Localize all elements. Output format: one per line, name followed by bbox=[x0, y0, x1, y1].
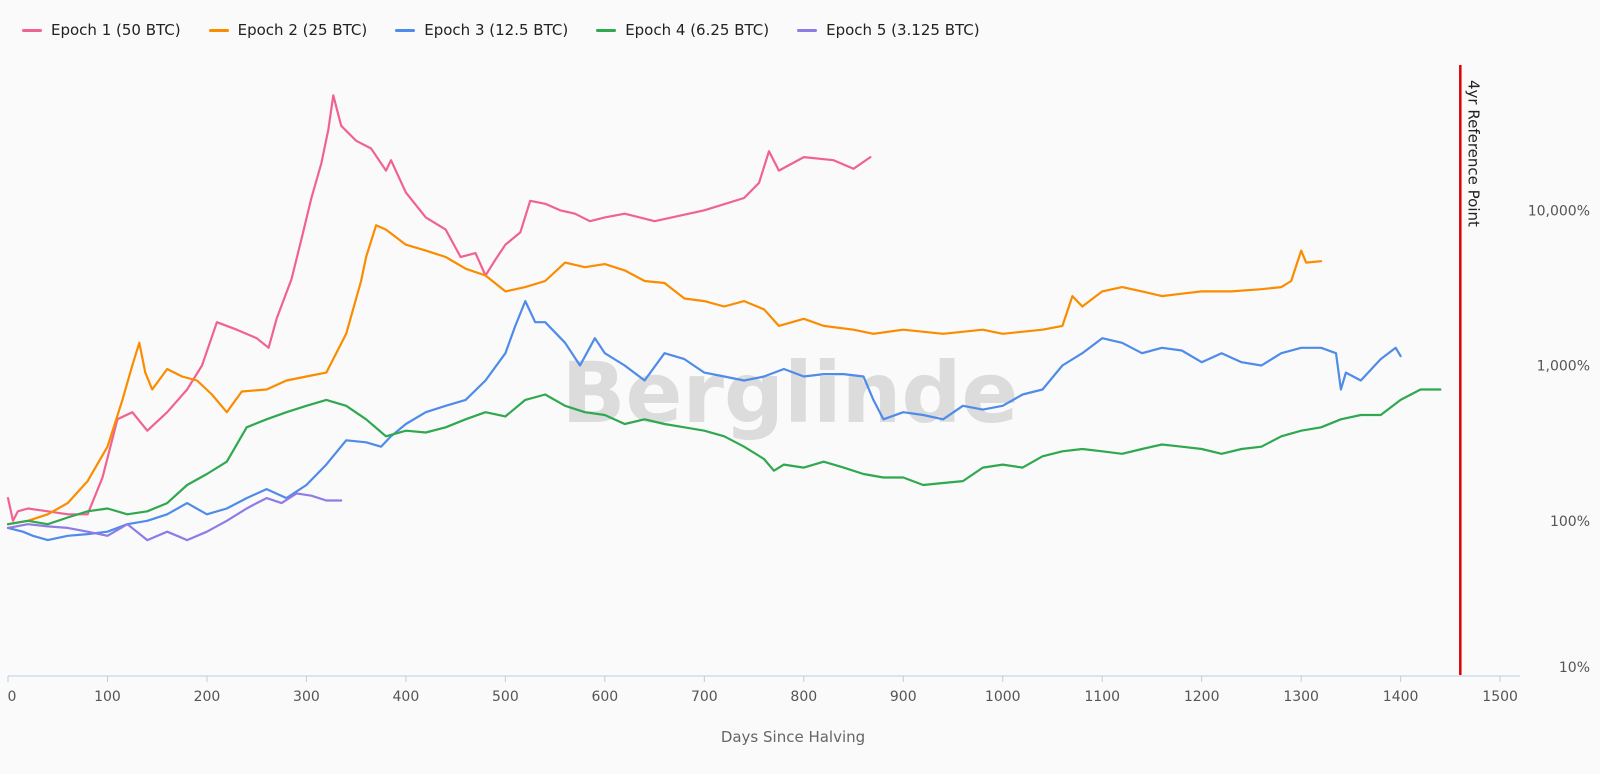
chart-legend: Epoch 1 (50 BTC) Epoch 2 (25 BTC) Epoch 3 … bbox=[0, 16, 986, 44]
x-tick-label: 900 bbox=[890, 689, 917, 705]
y-tick-label: 1,000% bbox=[1537, 359, 1590, 375]
x-axis-ticks: 0 100 200 300 400 500 600 700 800 900 1000 1100 1200… bbox=[7, 676, 1518, 705]
reference-line-label: 4yr Reference Point bbox=[1464, 80, 1482, 227]
x-tick-label: 400 bbox=[393, 689, 420, 705]
x-tick-label: 1200 bbox=[1184, 689, 1220, 705]
x-tick-label: 1000 bbox=[985, 689, 1021, 705]
legend-item[interactable]: Epoch 3 (12.5 BTC) bbox=[395, 21, 568, 39]
y-axis-ticks: 10% 100% 1,000% 10,000% bbox=[1528, 203, 1590, 676]
x-tick-label: 0 bbox=[8, 689, 17, 705]
legend-swatch bbox=[395, 28, 416, 32]
x-tick-label: 1100 bbox=[1084, 689, 1120, 705]
x-axis-title: Days Since Halving bbox=[721, 728, 865, 746]
series-line-epoch-2 bbox=[6, 224, 1323, 526]
x-tick-label: 1400 bbox=[1383, 689, 1419, 705]
y-tick-label: 100% bbox=[1550, 514, 1590, 530]
legend-label: Epoch 2 (25 BTC) bbox=[237, 21, 368, 39]
legend-item[interactable]: Epoch 4 (6.25 BTC) bbox=[596, 21, 769, 39]
x-tick-label: 1500 bbox=[1482, 689, 1518, 705]
x-tick-label: 800 bbox=[790, 689, 817, 705]
y-tick-label: 10,000% bbox=[1528, 203, 1590, 219]
x-tick-label: 200 bbox=[194, 689, 221, 705]
x-tick-label: 600 bbox=[591, 689, 618, 705]
x-tick-label: 700 bbox=[691, 689, 718, 705]
legend-swatch bbox=[208, 28, 229, 32]
legend-item[interactable]: Epoch 1 (50 BTC) bbox=[22, 21, 181, 39]
legend-swatch bbox=[797, 28, 818, 32]
legend-label: Epoch 4 (6.25 BTC) bbox=[625, 21, 770, 39]
reference-line-group: 4yr Reference Point bbox=[1459, 65, 1482, 675]
series-line-epoch-4 bbox=[6, 388, 1442, 526]
watermark: Berglinde bbox=[561, 344, 1018, 442]
x-tick-label: 100 bbox=[94, 689, 121, 705]
legend-label: Epoch 5 (3.125 BTC) bbox=[826, 21, 980, 39]
legend-swatch bbox=[22, 28, 42, 32]
legend-item[interactable]: Epoch 2 (25 BTC) bbox=[208, 21, 368, 39]
series-line-epoch-3 bbox=[6, 300, 1402, 542]
series-line-epoch-5 bbox=[6, 492, 343, 542]
legend-label: Epoch 3 (12.5 BTC) bbox=[424, 21, 569, 39]
series-lines bbox=[6, 94, 1442, 542]
series-line-epoch-1 bbox=[6, 94, 872, 522]
x-tick-label: 300 bbox=[293, 689, 320, 705]
x-tick-label: 500 bbox=[492, 689, 519, 705]
y-tick-label: 10% bbox=[1559, 660, 1590, 676]
x-tick-label: 1300 bbox=[1283, 689, 1319, 705]
legend-label: Epoch 1 (50 BTC) bbox=[51, 21, 181, 39]
legend-item[interactable]: Epoch 5 (3.125 BTC) bbox=[797, 21, 980, 39]
legend-swatch bbox=[596, 28, 617, 32]
